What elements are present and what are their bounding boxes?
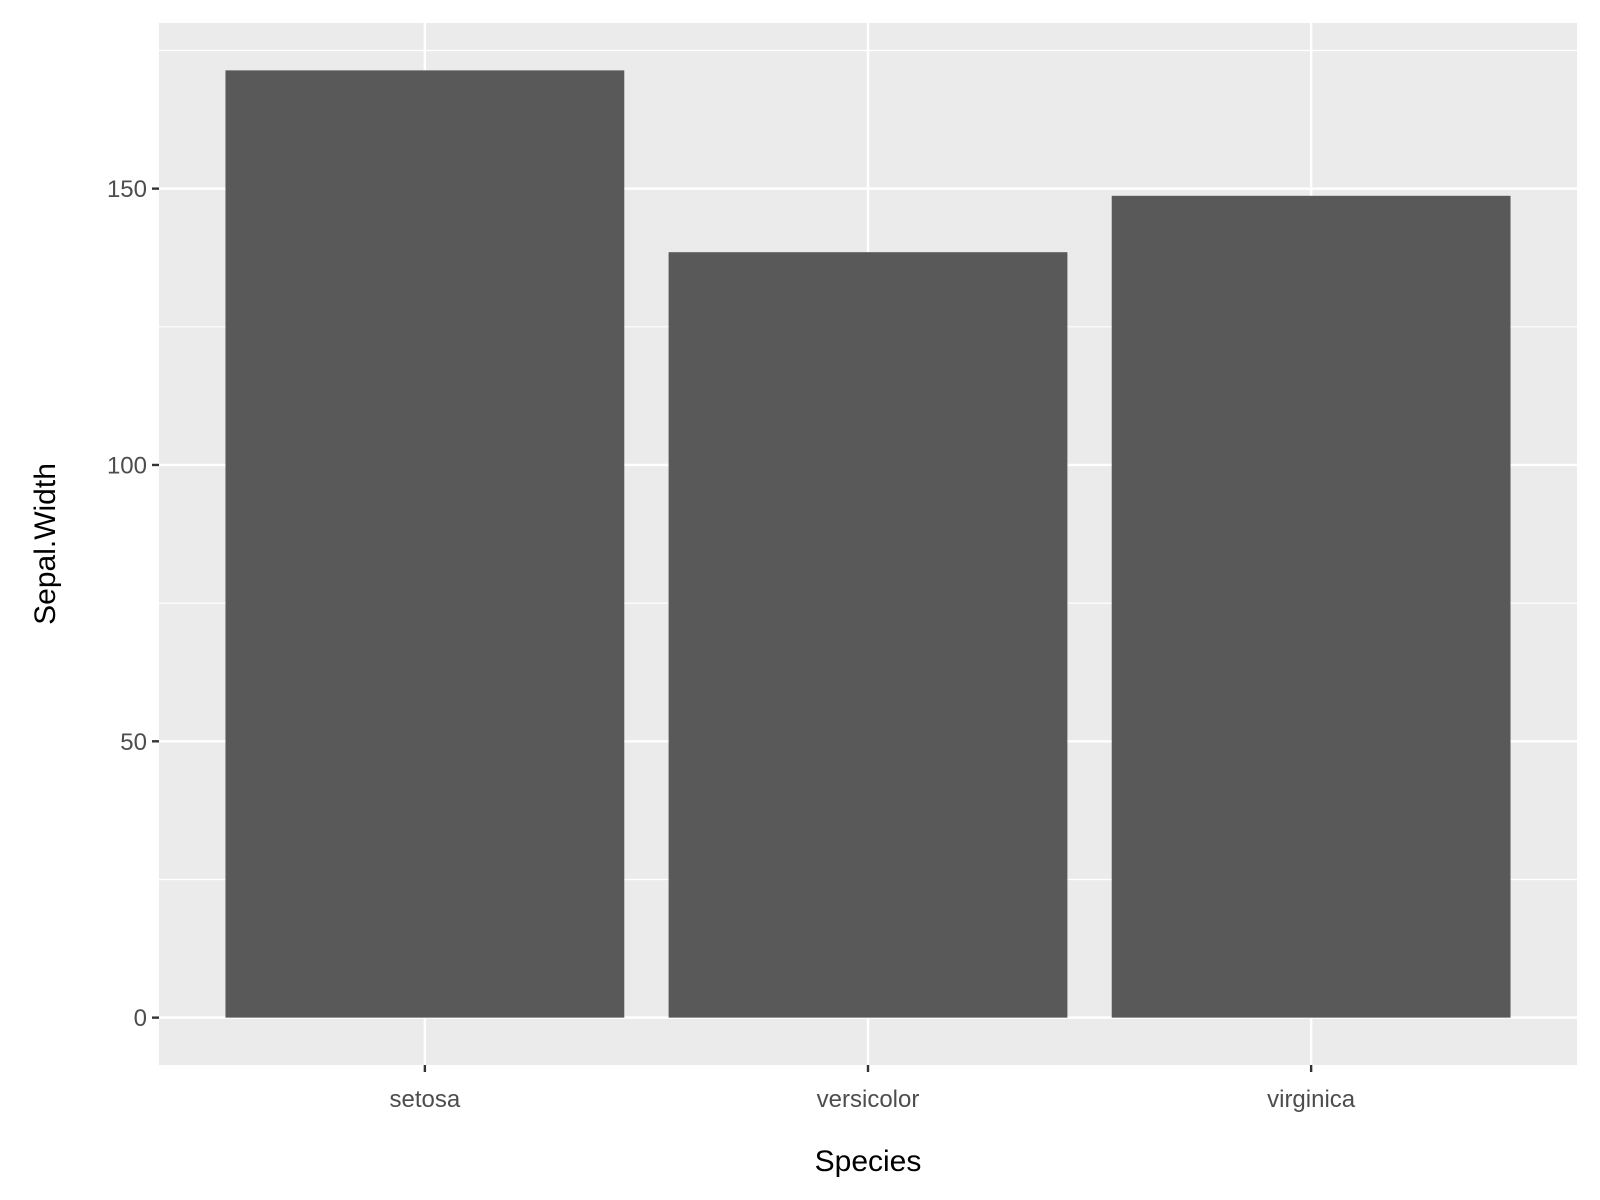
x-tick-label: setosa xyxy=(390,1086,461,1113)
x-axis-title: Species xyxy=(815,1145,922,1178)
y-tick-label: 150 xyxy=(107,176,147,203)
bar-versicolor xyxy=(668,252,1068,1018)
x-tick-label: virginica xyxy=(1267,1086,1356,1113)
y-tick-label: 100 xyxy=(107,452,147,479)
y-tick-label: 0 xyxy=(134,1005,147,1032)
x-tick-label: versicolor xyxy=(817,1086,920,1113)
axes: 0 50 100 150 setosa versicolor virginica xyxy=(107,176,1356,1113)
bar-virginica xyxy=(1111,195,1511,1018)
bars xyxy=(225,70,1511,1018)
y-tick-label: 50 xyxy=(120,729,147,756)
bar-setosa xyxy=(225,70,625,1018)
y-axis-title: Sepal.Width xyxy=(29,463,62,625)
